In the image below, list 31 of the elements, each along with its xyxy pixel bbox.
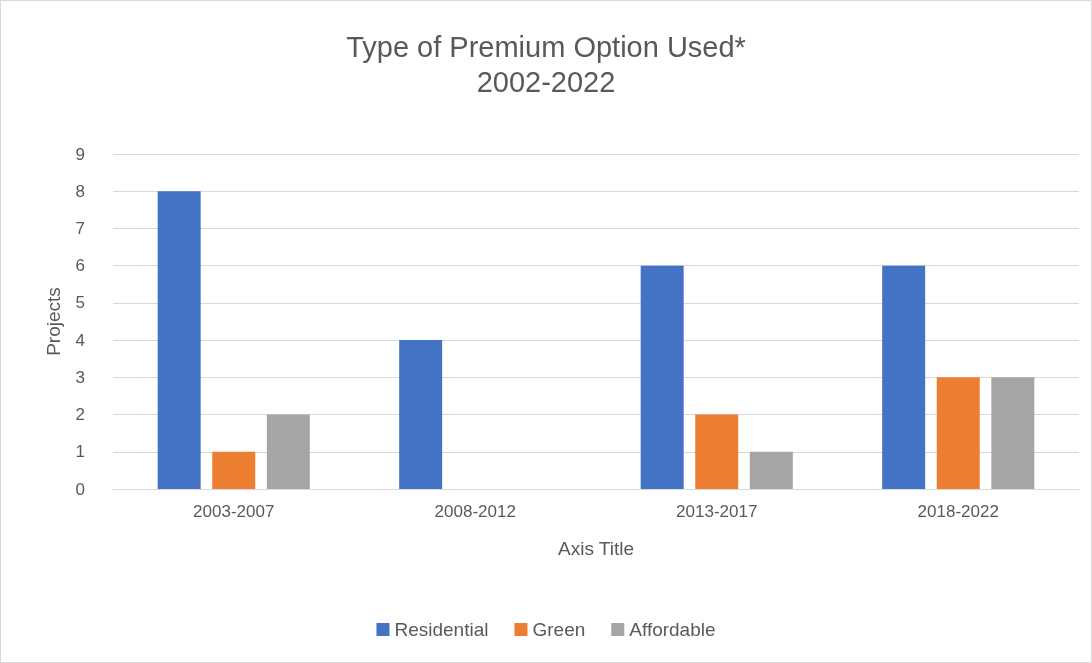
bar xyxy=(212,451,256,489)
x-tick-label: 2003-2007 xyxy=(193,502,275,521)
bar xyxy=(266,414,310,489)
y-tick-label: 6 xyxy=(75,256,85,276)
y-tick-label: 3 xyxy=(75,367,85,387)
bar xyxy=(749,451,793,489)
legend-label: Green xyxy=(532,619,586,640)
x-tick-label: 2008-2012 xyxy=(434,502,516,521)
bar xyxy=(157,191,201,489)
x-tick-label: 2013-2017 xyxy=(676,502,758,521)
y-tick-label: 1 xyxy=(75,442,85,462)
y-tick-label: 4 xyxy=(75,330,85,350)
y-tick-label: 0 xyxy=(75,479,85,499)
y-tick-label: 7 xyxy=(75,218,85,238)
bar xyxy=(640,265,684,489)
legend-label: Affordable xyxy=(629,619,716,640)
bar xyxy=(936,377,980,489)
y-tick-label: 5 xyxy=(75,293,85,313)
bar xyxy=(991,377,1035,489)
y-tick-label: 8 xyxy=(75,181,85,201)
bar xyxy=(399,340,443,489)
chart-subtitle: 2002-2022 xyxy=(476,65,616,98)
legend-label: Residential xyxy=(394,619,489,640)
bar xyxy=(695,414,739,489)
y-tick-label: 2 xyxy=(75,405,85,425)
bar xyxy=(882,265,926,489)
y-tick-label: 9 xyxy=(75,144,85,164)
x-tick-label: 2018-2022 xyxy=(917,502,999,521)
x-axis-title: Axis Title xyxy=(557,538,635,559)
y-axis-title: Projects xyxy=(43,287,64,356)
chart-title: Type of Premium Option Used* xyxy=(346,30,746,63)
